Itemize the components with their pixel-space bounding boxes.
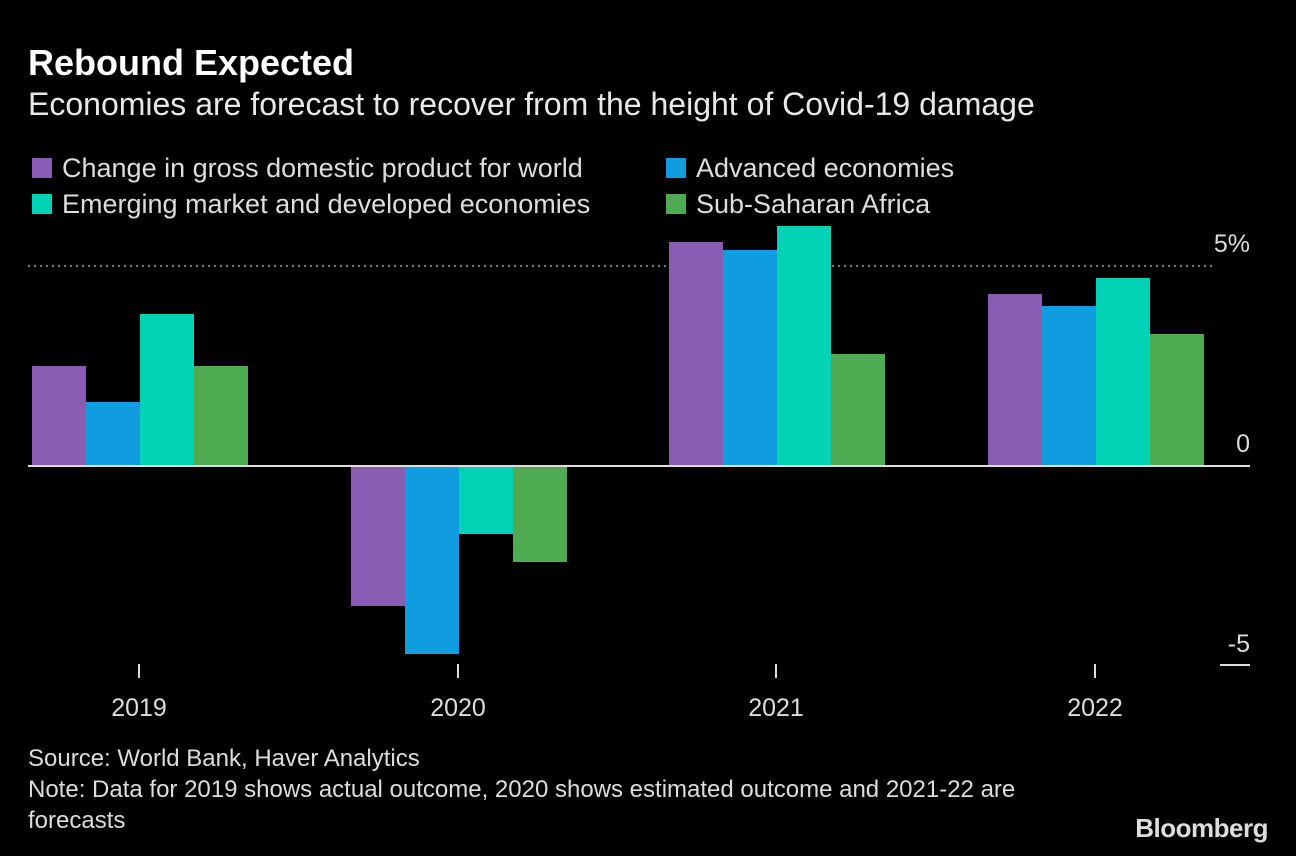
legend-item-world: Change in gross domestic product for wor… (32, 150, 583, 186)
bar-2020-2 (459, 466, 513, 534)
bar-2020-3 (513, 466, 567, 562)
bar-2020-1 (405, 466, 459, 654)
bar-2019-3 (194, 366, 248, 466)
legend-swatch (32, 158, 52, 178)
source-note: Source: World Bank, Haver Analytics Note… (28, 743, 1028, 836)
x-tick-label: 2022 (1067, 694, 1123, 722)
bar-2021-1 (723, 250, 777, 466)
legend-item-ssa: Sub-Saharan Africa (666, 186, 930, 222)
bar-2021-0 (669, 242, 723, 466)
bar-2022-0 (988, 294, 1042, 466)
y-tick-label: 5% (1214, 230, 1250, 258)
chart-subtitle: Economies are forecast to recover from t… (28, 86, 1035, 122)
x-tick-label: 2020 (430, 694, 486, 722)
legend-item-advanced: Advanced economies (666, 150, 954, 186)
source-text: Source: World Bank, Haver Analytics (28, 745, 420, 772)
legend-swatch (666, 194, 686, 214)
legend-swatch (666, 158, 686, 178)
y-tick-label: -5 (1228, 630, 1250, 658)
bar-2022-2 (1096, 278, 1150, 466)
bar-2020-0 (351, 466, 405, 606)
bar-2019-1 (86, 402, 140, 466)
bloomberg-logo: Bloomberg (1135, 813, 1268, 843)
bar-2022-1 (1042, 306, 1096, 466)
bar-2019-0 (32, 366, 86, 466)
bar-2019-2 (140, 314, 194, 466)
chart-title: Rebound Expected (28, 42, 355, 83)
bar-2021-3 (831, 354, 885, 466)
x-tick-label: 2019 (111, 694, 167, 722)
x-tick-label: 2021 (748, 694, 804, 722)
legend-item-emerging: Emerging market and developed economies (32, 186, 590, 222)
bar-2022-3 (1150, 334, 1204, 466)
y-tick-label: 0 (1236, 430, 1250, 458)
note-text: Note: Data for 2019 shows actual outcome… (28, 776, 1016, 834)
bar-2021-2 (777, 226, 831, 466)
legend-swatch (32, 194, 52, 214)
